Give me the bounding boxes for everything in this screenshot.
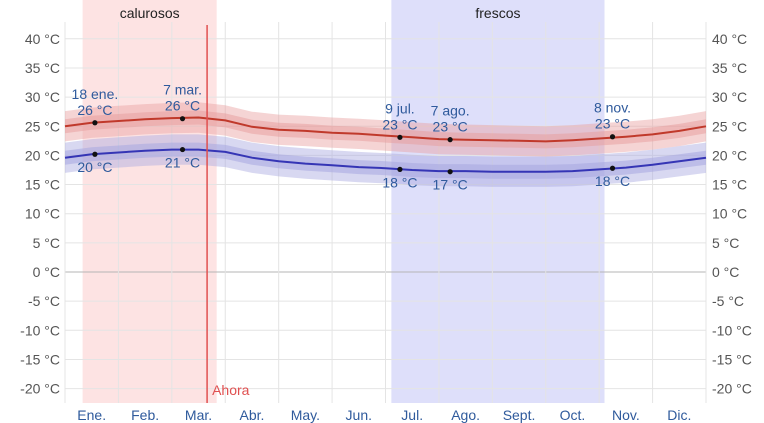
month-label: Oct.	[560, 407, 586, 423]
annotation-date: 18 ene.	[72, 86, 119, 102]
y-tick-label-left: -20 °C	[20, 381, 60, 397]
annotation-value: 21 °C	[165, 155, 200, 171]
annotation-value: 26 °C	[77, 102, 112, 118]
data-point	[92, 151, 98, 157]
annotation-date: 7 mar.	[163, 82, 202, 98]
data-point	[179, 116, 186, 122]
y-tick-label-right: 10 °C	[712, 206, 747, 222]
y-tick-label-left: 40 °C	[25, 31, 60, 47]
season-band-label: frescos	[475, 5, 520, 21]
grid	[64, 22, 707, 403]
y-tick-label-left: -10 °C	[20, 322, 60, 338]
y-tick-label-right: 35 °C	[712, 60, 747, 76]
series	[64, 102, 707, 187]
y-tick-label-left: 15 °C	[25, 177, 60, 193]
y-axis-ticks: 40 °C 40 °C 35 °C 35 °C 30 °C 30 °C 25 °C 25 °C…	[20, 31, 752, 397]
month-label: Ago.	[451, 407, 480, 423]
annotation-value: 18 °C	[595, 173, 630, 189]
data-point	[397, 166, 403, 172]
annotation-value: 18 °C	[382, 174, 417, 190]
month-labels: Ene. Feb. Mar. Abr. May. Jun. Jul. Ago. Sept. Oct…	[77, 407, 691, 423]
annotation-value: 23 °C	[382, 116, 417, 132]
annotation-value: 23 °C	[433, 119, 468, 135]
month-label: Ene.	[77, 407, 106, 423]
y-tick-label-right: -15 °C	[712, 351, 752, 367]
month-label: Jul.	[401, 407, 423, 423]
annotation-value: 17 °C	[433, 177, 468, 193]
month-label: Mar.	[185, 407, 212, 423]
y-tick-label-right: 40 °C	[712, 31, 747, 47]
y-tick-label-right: -10 °C	[712, 322, 752, 338]
series-line	[64, 116, 707, 143]
month-label: Sept.	[503, 407, 536, 423]
y-tick-label-right: 30 °C	[712, 89, 747, 105]
month-label: Jun.	[346, 407, 372, 423]
y-tick-label-left: 0 °C	[33, 264, 60, 280]
y-tick-label-left: 5 °C	[33, 235, 60, 251]
y-tick-label-right: -5 °C	[712, 293, 744, 309]
y-tick-label-left: 35 °C	[25, 60, 60, 76]
season-band	[391, 0, 605, 403]
annotation-date: 9 jul.	[385, 100, 415, 116]
y-tick-label-right: -20 °C	[712, 381, 752, 397]
series-line	[64, 148, 707, 173]
data-point	[92, 120, 98, 126]
data-point	[609, 134, 616, 140]
y-tick-label-right: 5 °C	[712, 235, 739, 251]
annotation-value: 20 °C	[77, 159, 112, 175]
month-label: Dic.	[667, 407, 691, 423]
season-bands: calurosos frescos	[82, 0, 605, 403]
y-tick-label-left: 10 °C	[25, 206, 60, 222]
data-point	[609, 165, 616, 171]
y-tick-label-left: 30 °C	[25, 89, 60, 105]
data-point	[447, 137, 453, 143]
annotation-value: 26 °C	[165, 98, 200, 114]
now-marker: Ahora	[206, 25, 250, 403]
y-tick-label-left: -5 °C	[28, 293, 60, 309]
y-tick-label-left: 25 °C	[25, 118, 60, 134]
season-band-label: calurosos	[120, 5, 180, 21]
data-point	[179, 146, 186, 153]
data-point	[447, 169, 453, 175]
season-band	[82, 0, 217, 403]
annotation-value: 23 °C	[595, 116, 630, 132]
annotation-date: 8 nov.	[594, 100, 631, 116]
data-point	[397, 134, 403, 140]
y-tick-label-left: -15 °C	[20, 351, 60, 367]
month-label: Feb.	[131, 407, 159, 423]
annotation-points: 18 ene.26 °C7 mar.26 °C 9 jul.23 °C7 ago.…	[72, 82, 632, 193]
y-tick-label-right: 20 °C	[712, 147, 747, 163]
month-label: Abr.	[240, 407, 265, 423]
now-label: Ahora	[212, 382, 250, 398]
y-tick-label-right: 25 °C	[712, 118, 747, 134]
y-tick-label-right: 0 °C	[712, 264, 739, 280]
y-tick-label-right: 15 °C	[712, 177, 747, 193]
month-label: May.	[291, 407, 320, 423]
annotation-date: 7 ago.	[431, 103, 470, 119]
month-label: Nov.	[612, 407, 640, 423]
y-tick-label-left: 20 °C	[25, 147, 60, 163]
